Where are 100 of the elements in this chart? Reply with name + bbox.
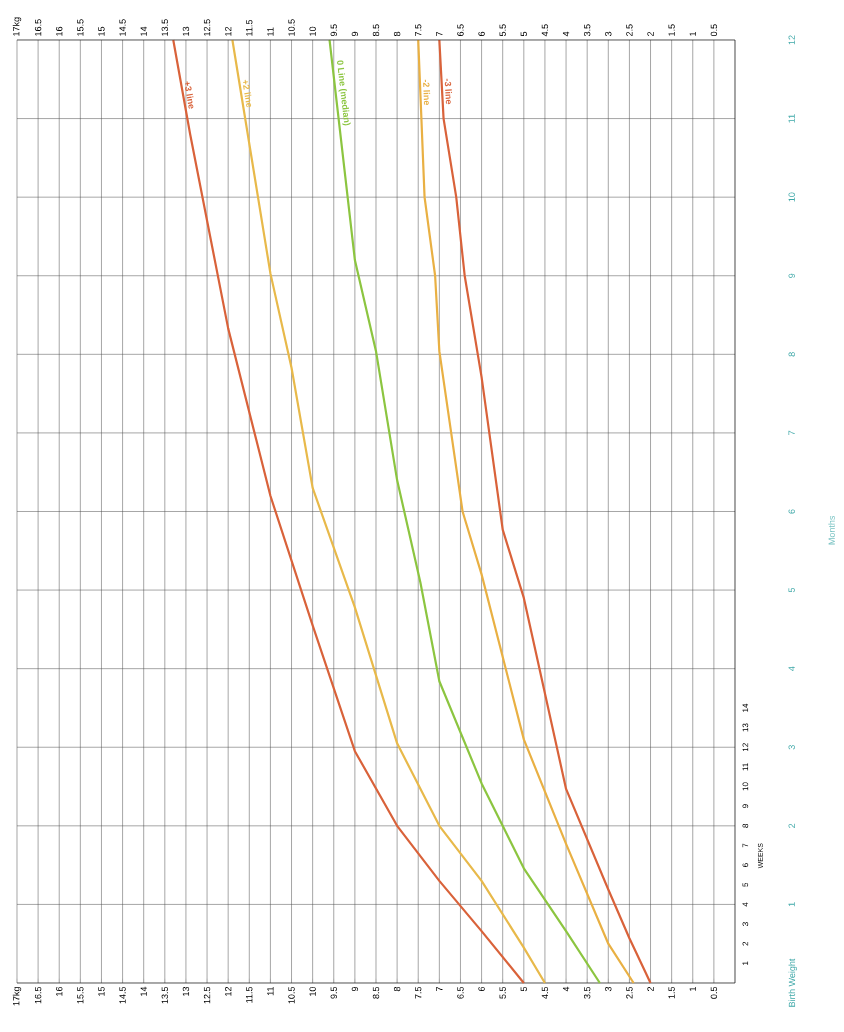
x-tick-label: 9.5 bbox=[330, 24, 337, 37]
y-tick-label: 10 bbox=[788, 192, 795, 202]
y-tick-label: 8 bbox=[788, 352, 795, 357]
x-tick-label: 2 bbox=[647, 31, 654, 36]
x2-tick-label: 16.5 bbox=[34, 986, 42, 1004]
x-tick-label: 10 bbox=[309, 26, 316, 36]
x-tick-label: 15.5 bbox=[77, 19, 84, 36]
x2-tick-label: 2 bbox=[647, 986, 654, 992]
x2-tick-label: 6 bbox=[478, 986, 485, 992]
y-tick-label: 4 bbox=[788, 666, 795, 671]
x-tick-label: 7.5 bbox=[415, 24, 422, 36]
line-series bbox=[438, 38, 652, 985]
x2-tick-label: 12.5 bbox=[203, 986, 211, 1004]
y2-tick-label: 1 bbox=[742, 961, 749, 965]
x-tick-label: 16 bbox=[56, 26, 63, 36]
x-tick-label: 11 bbox=[267, 27, 274, 36]
y2-tick-label: 10 bbox=[742, 782, 749, 791]
x2-tick-label: 16 bbox=[56, 986, 63, 996]
x-tick-label: 10.5 bbox=[288, 19, 295, 36]
y-axis-title: Months bbox=[828, 515, 835, 545]
x2-tick-label: 7.5 bbox=[415, 986, 422, 999]
x-tick-label: 4 bbox=[562, 31, 570, 37]
x2-tick-label: 14 bbox=[140, 986, 147, 996]
line-series bbox=[328, 38, 601, 985]
x-tick-label: 3.5 bbox=[583, 24, 591, 37]
x-tick-label: 7 bbox=[436, 31, 443, 36]
x-tick-label: 13 bbox=[182, 26, 190, 36]
x-tick-label: 1 bbox=[689, 31, 696, 36]
text: -2 line bbox=[423, 79, 431, 106]
x2-tick-label: 14.5 bbox=[119, 986, 126, 1004]
x2-tick-label: 13.5 bbox=[161, 986, 169, 1004]
x-tick-label: 4.5 bbox=[541, 24, 549, 37]
y-tick-label: Birth Weight bbox=[788, 958, 797, 1007]
x-tick-label: 17kg bbox=[12, 17, 22, 36]
text: 0 Line (median) bbox=[337, 60, 351, 126]
x2-tick-label: 11.5 bbox=[246, 986, 253, 1003]
x2-tick-label: 9 bbox=[351, 986, 359, 992]
x-tick-label: 6.5 bbox=[457, 24, 464, 36]
x2-tick-label: 17kg bbox=[12, 987, 22, 1006]
x-tick-label: 13.5 bbox=[161, 19, 169, 36]
x2-tick-label: 3 bbox=[605, 986, 612, 992]
x-tick-label: 3 bbox=[605, 31, 612, 37]
x2-tick-label: 3.5 bbox=[583, 986, 591, 999]
x-tick-label: 9 bbox=[351, 31, 359, 37]
y2-tick-label: 12 bbox=[742, 743, 749, 752]
x2-tick-label: 10.5 bbox=[288, 986, 295, 1004]
y2-tick-label: 11 bbox=[742, 763, 749, 771]
y2-tick-label: 4 bbox=[742, 902, 749, 907]
x2-tick-label: 1.5 bbox=[668, 986, 675, 999]
x-tick-label: 1.5 bbox=[668, 24, 675, 36]
y2-tick-label: 7 bbox=[742, 843, 749, 848]
y-tick-label: 5 bbox=[788, 587, 795, 593]
x-tick-label: 11.5 bbox=[246, 19, 253, 36]
x2-tick-label: 15 bbox=[98, 986, 105, 996]
y-tick-label: 1 bbox=[788, 902, 795, 907]
x2-tick-label: 8 bbox=[393, 986, 401, 992]
x-tick-label: 8 bbox=[393, 31, 401, 37]
x2-tick-label: 11 bbox=[267, 986, 274, 996]
x2-tick-label: 15.5 bbox=[77, 986, 84, 1004]
x2-tick-label: 1 bbox=[689, 986, 696, 991]
x2-tick-label: 5.5 bbox=[499, 986, 506, 999]
x-tick-label: 12.5 bbox=[203, 19, 211, 36]
x2-tick-label: 5 bbox=[520, 986, 527, 992]
x2-tick-label: 8.5 bbox=[372, 986, 380, 999]
x-tick-label: 14.5 bbox=[119, 19, 126, 36]
y2-tick-label: 9 bbox=[742, 804, 749, 809]
x-tick-label: 8.5 bbox=[372, 24, 380, 37]
x2-tick-label: 7 bbox=[436, 986, 443, 992]
y2-tick-label: 3 bbox=[742, 922, 749, 926]
x2-tick-label: 10 bbox=[309, 986, 316, 996]
x-tick-label: 14 bbox=[140, 26, 147, 36]
y-tick-label: 2 bbox=[788, 823, 795, 828]
x-tick-label: 12 bbox=[225, 26, 232, 36]
y-tick-label: 9 bbox=[788, 273, 795, 278]
y2-tick-label: 14 bbox=[742, 703, 749, 712]
y2-tick-label: 8 bbox=[742, 823, 749, 828]
text: -3 line bbox=[444, 78, 452, 105]
x2-tick-label: 4 bbox=[562, 986, 570, 992]
x2-tick-label: 13 bbox=[182, 986, 190, 996]
x2-tick-label: 0.5 bbox=[710, 986, 718, 999]
y2-tick-label: 13 bbox=[742, 723, 749, 732]
y2-tick-label: 5 bbox=[742, 882, 749, 887]
text: +3 line bbox=[185, 81, 194, 109]
line-series bbox=[231, 38, 547, 985]
x2-tick-label: 4.5 bbox=[541, 986, 549, 999]
y2-tick-label: 6 bbox=[742, 863, 749, 867]
x-tick-label: 2.5 bbox=[626, 24, 633, 36]
x2-tick-label: 12 bbox=[225, 986, 232, 996]
x-tick-label: 5 bbox=[520, 31, 527, 37]
y-tick-label: 3 bbox=[788, 745, 795, 750]
x-tick-label: 15 bbox=[98, 26, 105, 36]
x-tick-label: 5.5 bbox=[499, 24, 506, 37]
line-series bbox=[417, 38, 635, 985]
y-tick-label: 7 bbox=[788, 430, 795, 435]
line-series bbox=[172, 38, 525, 985]
y2-tick-label: 2 bbox=[742, 941, 749, 946]
x-tick-label: 16.5 bbox=[34, 19, 42, 36]
x2-tick-label: 2.5 bbox=[626, 986, 633, 999]
y-tick-label: 6 bbox=[788, 509, 795, 514]
text: +2 line bbox=[243, 79, 252, 108]
